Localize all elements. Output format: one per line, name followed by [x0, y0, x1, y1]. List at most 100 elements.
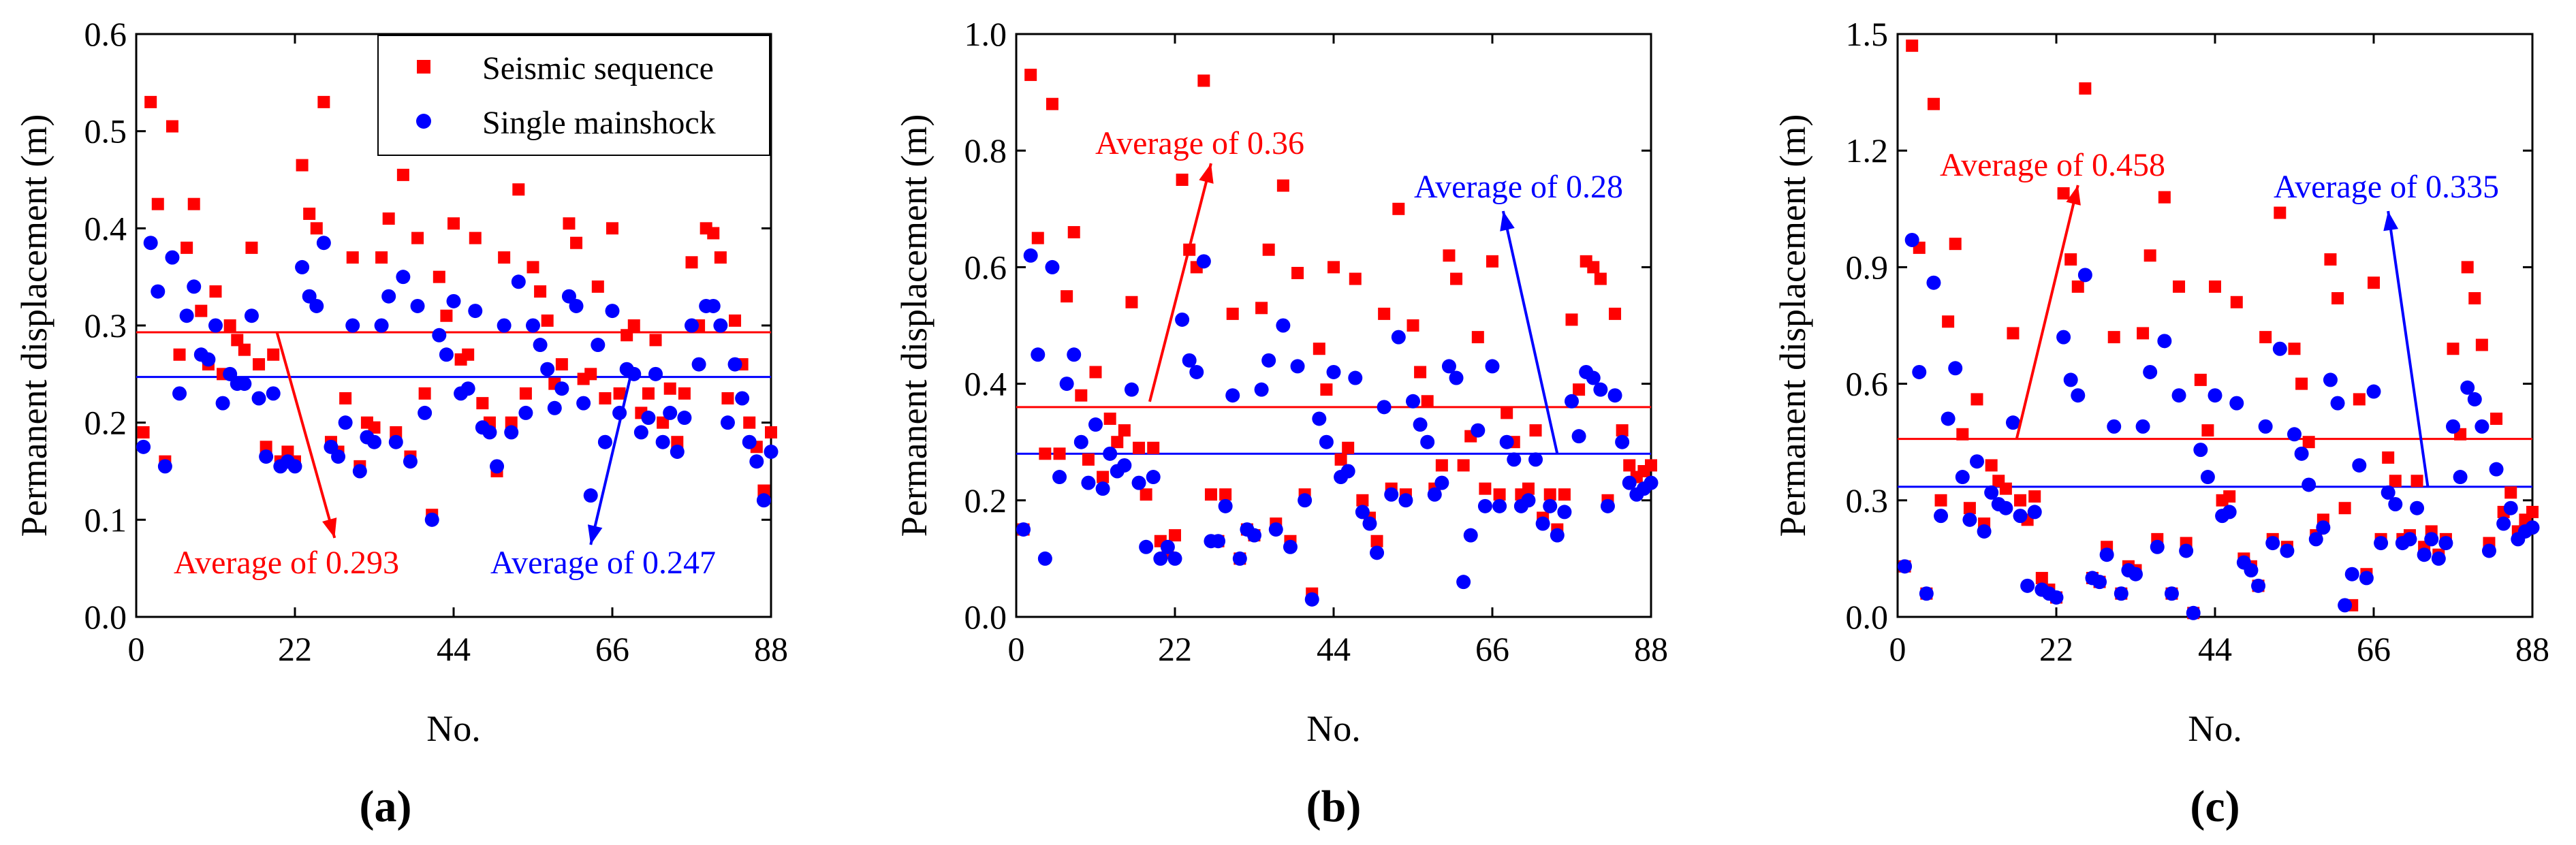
mainshock-point — [511, 274, 526, 289]
sequence-point — [1169, 529, 1181, 542]
sequence-point — [187, 197, 200, 210]
x-axis-label: No. — [1306, 708, 1361, 749]
mainshock-point — [1962, 512, 1977, 527]
mainshock-point — [1377, 400, 1392, 415]
y-tick-label: 0.2 — [964, 481, 1007, 520]
legend: Seismic sequence Single mainshock — [377, 35, 770, 156]
sequence-point — [1089, 366, 1102, 379]
arrow-head — [322, 517, 337, 538]
sequence-point — [2194, 373, 2207, 386]
mainshock-point — [2338, 598, 2353, 613]
arrow-shaft — [1148, 163, 1212, 402]
mainshock-point — [2453, 470, 2468, 485]
arrow-head — [587, 524, 603, 545]
mainshock-point — [2381, 485, 2396, 500]
mainshock-point — [259, 449, 274, 464]
mainshock-point — [1607, 388, 1622, 403]
mainshock-point — [1919, 586, 1934, 601]
mainshock-point — [2020, 578, 2035, 593]
arrow-head — [2383, 211, 2399, 232]
sequence-point — [714, 251, 727, 264]
mainshock-point — [460, 381, 475, 396]
mainshock-point — [2229, 396, 2244, 411]
y-tick-label: 0.6 — [964, 248, 1007, 286]
y-tick-label: 0.6 — [84, 15, 127, 53]
mainshock-point — [1103, 446, 1118, 461]
sequence-point — [1313, 342, 1325, 355]
x-tick-label: 22 — [2039, 630, 2073, 668]
mainshock-point — [266, 386, 281, 401]
mainshock-point — [735, 391, 750, 406]
mainshock-point — [1175, 312, 1190, 327]
sequence-point — [1067, 226, 1080, 239]
sequence-point — [440, 309, 453, 322]
mainshock-point — [396, 270, 411, 285]
mainshock-point — [2027, 505, 2042, 520]
sequence-point — [591, 280, 604, 293]
mainshock-point — [633, 425, 648, 440]
x-tick-label: 66 — [1475, 630, 1509, 668]
mainshock-point — [316, 236, 331, 251]
mainshock-point — [641, 411, 656, 426]
arrow-shaft — [1501, 210, 1559, 454]
sequence-point — [180, 241, 193, 254]
mainshock-point — [1211, 534, 1226, 549]
mainshock-point — [2222, 505, 2237, 520]
panel-c: 0.0 0.3 0.6 0.9 1.2 1.5 0 22 44 66 88 Average of … — [1772, 15, 2549, 831]
legend-marker-mainshock — [416, 114, 431, 129]
mainshock-point — [1507, 452, 1522, 467]
sequence-point — [1949, 238, 1962, 251]
mainshock-point — [569, 298, 584, 313]
sequence-point — [663, 382, 676, 395]
mainshock-point — [1146, 470, 1161, 485]
sequence-point — [1594, 272, 1607, 285]
sequence-point — [498, 251, 511, 264]
mainshock-point — [1593, 382, 1608, 397]
mainshock-point — [1298, 493, 1313, 508]
annotation-arrows — [2015, 185, 2430, 488]
sequence-point — [2143, 249, 2156, 262]
mainshock-point — [490, 459, 505, 474]
sequence-point — [2338, 502, 2351, 515]
mainshock-point — [1615, 434, 1630, 449]
mainshock-point — [1427, 487, 1442, 502]
sequence-point — [757, 484, 770, 497]
sequence-point — [1450, 272, 1463, 285]
sequence-point — [144, 95, 157, 108]
sequence-point — [1522, 482, 1535, 495]
sequence-point — [1956, 428, 1969, 441]
mainshock-point — [201, 352, 216, 367]
sequence-point — [447, 217, 460, 230]
y-axis-ticks: 0.0 0.1 0.2 0.3 0.4 0.5 0.6 — [84, 15, 771, 636]
sequence-point — [2035, 571, 2048, 584]
sequence-point — [1378, 307, 1391, 320]
sequence-point — [627, 319, 640, 332]
mainshock-point — [1045, 259, 1060, 274]
sequence-point — [1985, 459, 1998, 472]
mainshock-point — [432, 328, 447, 342]
sequence-point — [1927, 97, 1940, 110]
mainshock-point — [591, 338, 606, 353]
sequence-point — [2324, 253, 2337, 266]
mainshock-point — [2460, 380, 2475, 395]
sequence-point — [519, 387, 532, 400]
sequence-point — [621, 329, 633, 342]
sequence-point — [368, 421, 381, 434]
y-axis-ticks: 0.0 0.2 0.4 0.6 0.8 1.0 — [964, 15, 1651, 636]
sequence-point — [173, 348, 186, 361]
sequence-point — [209, 285, 222, 298]
mainshock-point — [165, 250, 180, 265]
mainshock-point — [540, 362, 555, 377]
legend-label-sequence: Seismic sequence — [482, 50, 714, 86]
mainshock-point — [237, 377, 252, 392]
mainshock-point — [151, 284, 166, 299]
mainshock-point — [2244, 563, 2259, 578]
panel-label: (b) — [1306, 782, 1362, 831]
sequence-point — [2028, 490, 2041, 503]
mainshock-point — [1052, 470, 1067, 485]
mainshock-point — [1037, 551, 1052, 566]
mainshock-point — [1926, 275, 1941, 290]
mainshock-point — [388, 434, 403, 449]
sequence-point — [1501, 406, 1513, 419]
mainshock-point — [157, 459, 172, 474]
